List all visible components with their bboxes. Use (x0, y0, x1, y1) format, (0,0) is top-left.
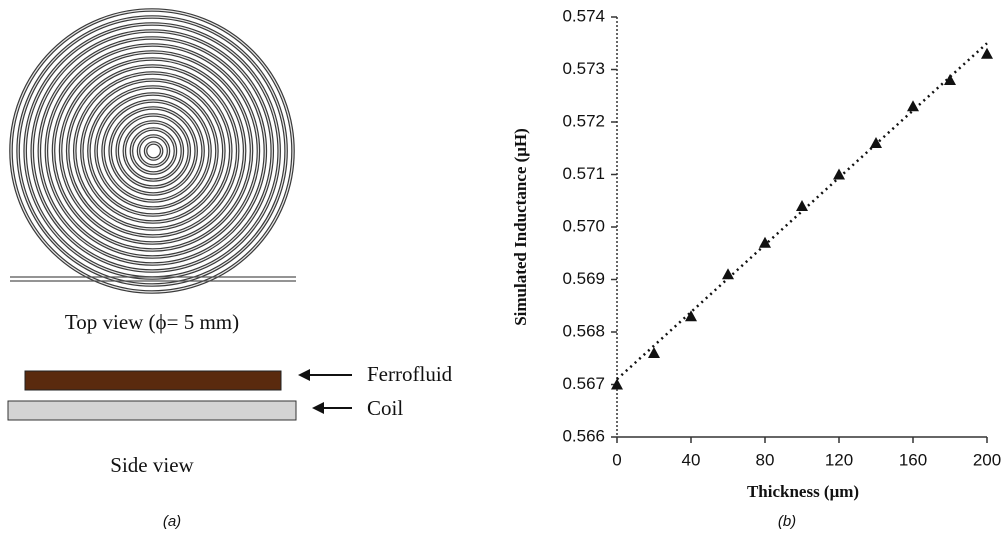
x-tick-label: 120 (825, 450, 853, 469)
coil-label: Coil (367, 396, 403, 420)
coil-turn (65, 64, 240, 238)
coil-turn-highlight (102, 100, 204, 202)
caption: (a) (163, 513, 181, 530)
coil-turn-highlight (95, 93, 211, 209)
coil-layer (7, 400, 297, 421)
arrow-head (298, 369, 310, 381)
coil-turn-highlight (74, 72, 232, 230)
data-point (611, 378, 623, 390)
data-point (796, 200, 808, 211)
y-tick-label: 0.566 (562, 426, 605, 445)
x-tick-label: 40 (682, 450, 701, 469)
x-tick-label: 0 (612, 450, 621, 469)
y-tick-label: 0.572 (562, 111, 605, 130)
coil-turn-highlight (123, 121, 183, 181)
coil-turn-highlight (24, 23, 280, 279)
x-tick-label: 80 (756, 450, 775, 469)
data-point (981, 47, 993, 59)
coil-turn-highlight (17, 16, 287, 286)
x-tick-label: 160 (899, 450, 927, 469)
y-tick-label: 0.569 (562, 269, 605, 288)
coil-turn-highlight (45, 44, 260, 258)
coil-turn-highlight (81, 79, 225, 223)
coil-turn-highlight (59, 58, 246, 244)
coil-turn-highlight (38, 37, 266, 265)
coil-turn (23, 22, 281, 280)
data-point (759, 236, 771, 248)
data-point (833, 168, 845, 180)
coil-turn (44, 43, 261, 259)
data-point (722, 268, 734, 280)
data-point (944, 74, 956, 85)
coil-turn-highlight (130, 128, 177, 174)
data-point (685, 310, 697, 322)
ferrofluid-layer (24, 370, 282, 391)
coil-turn-highlight (67, 65, 239, 237)
coil-turn-highlight (109, 107, 197, 195)
y-axis-title: Simulated Inductance (μH) (511, 128, 530, 326)
arrow-head (312, 402, 324, 414)
coil-top-view (9, 8, 295, 294)
coil-turn-highlight (144, 142, 163, 160)
y-tick-label: 0.567 (562, 374, 605, 393)
coil-turn-highlight (137, 135, 170, 167)
y-tick-label: 0.571 (562, 164, 605, 183)
top-view-label: Top view (ϕ= 5 mm) (65, 310, 239, 334)
data-point (907, 100, 919, 112)
coil-turn-highlight (10, 9, 294, 293)
coil-turn (72, 71, 233, 231)
y-tick-label: 0.570 (562, 216, 605, 235)
y-tick-label: 0.573 (562, 59, 605, 78)
data-point (870, 137, 882, 148)
side-view-label: Side view (110, 453, 194, 477)
caption: (b) (778, 513, 796, 530)
ferrofluid-label: Ferrofluid (367, 362, 453, 386)
x-axis-title: Thickness (μm) (747, 482, 859, 501)
y-tick-label: 0.574 (562, 6, 605, 25)
trendline (616, 42, 988, 381)
coil-turn-highlight (52, 51, 253, 251)
coil-turn-highlight (31, 30, 273, 272)
y-tick-label: 0.568 (562, 321, 605, 340)
x-tick-label: 200 (973, 450, 1001, 469)
data-point (648, 347, 660, 358)
coil-turn-highlight (88, 86, 218, 216)
coil-turn-highlight (116, 114, 190, 188)
